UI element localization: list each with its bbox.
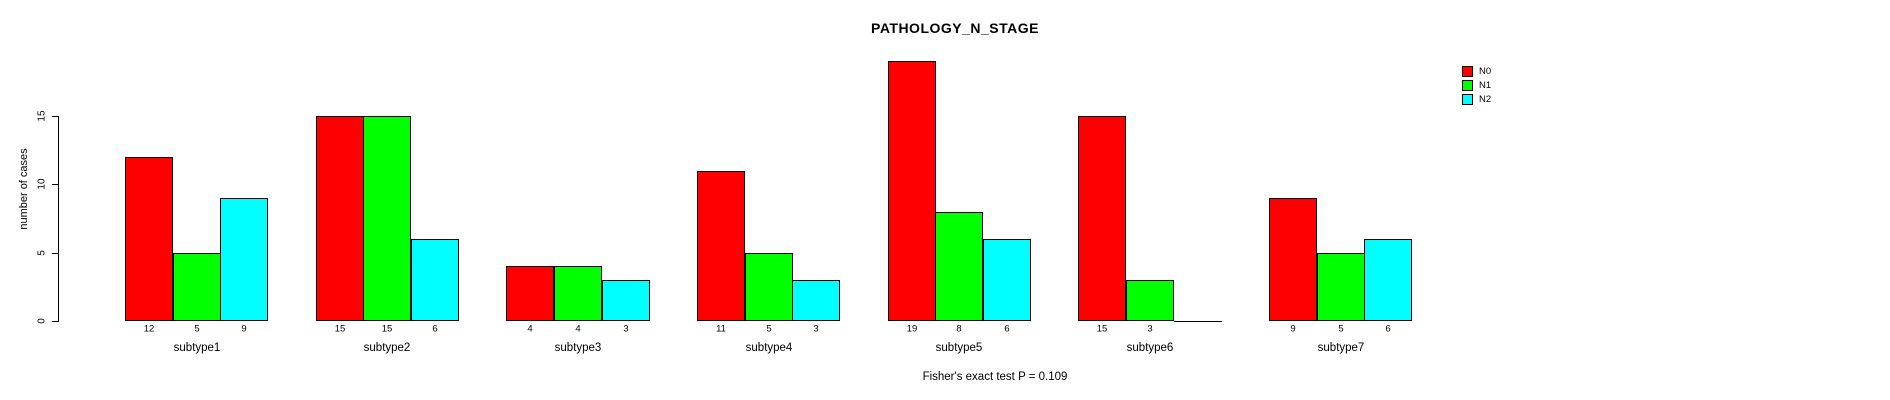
bar-n1-subtype6: [1126, 280, 1174, 321]
bar-n1-subtype5: [935, 212, 983, 321]
bar-value-label: 3: [623, 323, 629, 335]
bar-value-label: 15: [334, 323, 346, 335]
y-axis-line: [58, 115, 59, 322]
category-label-subtype5: subtype5: [935, 342, 983, 354]
bar-n2-subtype4: [792, 280, 840, 321]
bar-value-label: 6: [1004, 323, 1010, 335]
bar-n1-subtype4: [745, 253, 793, 321]
category-label-subtype6: subtype6: [1126, 342, 1174, 354]
bar-value-label: 4: [527, 323, 533, 335]
y-axis-label: number of cases: [18, 148, 30, 230]
y-tick: [52, 184, 58, 186]
bar-value-label: 5: [194, 323, 200, 335]
category-label-subtype2: subtype2: [363, 342, 411, 354]
bar-n2-subtype6: [1174, 321, 1222, 322]
bar-n1-subtype1: [173, 253, 221, 321]
category-label-subtype3: subtype3: [554, 342, 602, 354]
y-tick: [52, 321, 58, 322]
y-tick: [52, 252, 58, 254]
legend-row-n0: N0: [1462, 64, 1491, 78]
y-tick-label: 10: [36, 178, 48, 190]
bar-n2-subtype2: [411, 239, 459, 321]
bar-value-label: 12: [143, 323, 155, 335]
bar-n0-subtype6: [1078, 116, 1126, 321]
caption: Fisher's exact test P = 0.109: [922, 371, 1068, 383]
legend-row-n1: N1: [1462, 78, 1491, 92]
bar-n0-subtype5: [888, 61, 936, 321]
bar-value-label: 9: [1290, 323, 1296, 335]
y-tick-label: 0: [36, 318, 48, 324]
bar-value-label: 8: [956, 323, 962, 335]
category-label-subtype7: subtype7: [1317, 342, 1365, 354]
bar-n2-subtype5: [983, 239, 1031, 321]
bar-value-label: 3: [813, 323, 819, 335]
bar-value-label: 19: [906, 323, 918, 335]
bar-n1-subtype2: [363, 116, 411, 321]
category-label-subtype4: subtype4: [745, 342, 793, 354]
bar-value-label: 9: [241, 323, 247, 335]
bar-value-label: 15: [1096, 323, 1108, 335]
bar-n0-subtype7: [1269, 198, 1317, 321]
bar-n1-subtype3: [554, 266, 602, 321]
bar-value-label: 3: [1147, 323, 1153, 335]
bar-value-label: 4: [575, 323, 581, 335]
legend-label: N2: [1479, 93, 1492, 105]
legend: N0 N1 N2: [1462, 64, 1491, 106]
y-tick-label: 5: [36, 249, 48, 256]
bar-value-label: 11: [716, 323, 726, 335]
bar-value-label: 5: [1338, 323, 1344, 335]
legend-row-n2: N2: [1462, 92, 1491, 106]
bar-n0-subtype2: [316, 116, 364, 321]
legend-swatch-n0: [1462, 65, 1473, 77]
category-label-subtype1: subtype1: [173, 342, 221, 354]
legend-label: N0: [1479, 65, 1492, 77]
legend-label: N1: [1479, 79, 1492, 91]
bar-n0-subtype1: [125, 157, 173, 321]
bar-value-label: 5: [766, 323, 772, 335]
bar-n0-subtype3: [506, 266, 554, 321]
y-tick: [52, 115, 58, 117]
bar-n1-subtype7: [1317, 253, 1365, 321]
bar-value-label: 6: [1385, 323, 1391, 335]
y-tick-label: 15: [36, 110, 48, 122]
legend-swatch-n2: [1462, 93, 1473, 105]
chart-title: PATHOLOGY_N_STAGE: [871, 20, 1039, 36]
legend-swatch-n1: [1462, 79, 1473, 91]
bar-n2-subtype7: [1364, 239, 1412, 321]
bar-n2-subtype3: [602, 280, 650, 321]
bar-n2-subtype1: [220, 198, 268, 321]
bar-n0-subtype4: [697, 171, 745, 321]
bar-value-label: 15: [381, 323, 393, 335]
bar-value-label: 6: [432, 323, 438, 335]
